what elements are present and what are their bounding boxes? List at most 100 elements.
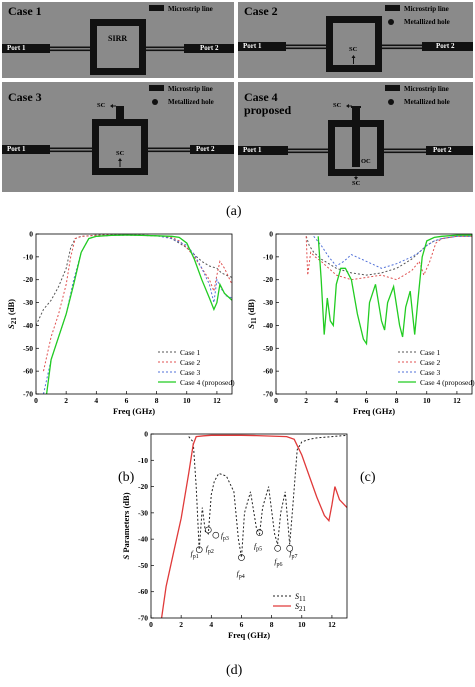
port2-label: Port 2 xyxy=(196,145,215,153)
y-tick-label: -30 xyxy=(138,508,148,517)
legend-label-1: S11 xyxy=(295,592,306,603)
legend-label-2: Case 2 xyxy=(180,358,200,367)
resonance-marker-2 xyxy=(204,526,212,534)
sc-label: SC xyxy=(349,46,358,53)
series-line-2 xyxy=(43,234,232,372)
case2-title: Case 2 xyxy=(244,4,278,18)
port1-label: Port 1 xyxy=(243,146,262,154)
legend-label-1: Case 1 xyxy=(420,348,440,357)
x-tick-label: 12 xyxy=(328,620,336,629)
y-tick-label: -30 xyxy=(263,298,273,307)
y-tick-label: -10 xyxy=(263,252,273,261)
y-tick-label: -50 xyxy=(263,344,273,353)
y-tick-label: -50 xyxy=(23,344,33,353)
legend-label-4: Case 4 (proposed) xyxy=(420,378,475,387)
resonance-label-1: fp1 xyxy=(191,549,199,560)
microstrip-legend-label: Microstrip line xyxy=(404,5,449,13)
y-axis-label-text: S21 (dB) xyxy=(6,299,18,329)
y-axis-label: S11 (dB) xyxy=(246,299,258,329)
microstrip-legend-label: Microstrip line xyxy=(404,85,449,93)
x-tick-label: 4 xyxy=(94,396,98,405)
x-tick-label: 8 xyxy=(395,396,399,405)
x-tick-label: 0 xyxy=(149,620,153,629)
sc-center-label: SC xyxy=(116,150,125,157)
resonance-label-7: fp7 xyxy=(289,549,297,560)
y-tick-label: -10 xyxy=(23,252,33,261)
port2-label: Port 2 xyxy=(436,42,455,50)
case3-geometry xyxy=(2,85,234,175)
x-tick-label: 10 xyxy=(298,620,306,629)
y-tick-label: -70 xyxy=(138,614,148,623)
resonance-marker-7 xyxy=(286,545,294,552)
x-tick-label: 6 xyxy=(240,620,244,629)
x-axis-label: Freq (GHz) xyxy=(113,406,155,416)
resonance-marker-5 xyxy=(256,529,263,536)
y-axis-label-text: S11 (dB) xyxy=(246,299,258,329)
y-tick-label: -20 xyxy=(138,482,148,491)
y-tick-label: -10 xyxy=(138,456,148,465)
legend-label-1: Case 1 xyxy=(180,348,200,357)
case1-geometry xyxy=(2,5,234,75)
legend-label-2: Case 2 xyxy=(420,358,440,367)
plot-frame xyxy=(150,433,348,619)
legend-label-3: Case 3 xyxy=(420,368,440,377)
y-axis-label: S Parameters (dB) xyxy=(121,492,131,559)
y-axis-label-text: S Parameters (dB) xyxy=(121,492,131,559)
x-tick-label: 12 xyxy=(453,396,461,405)
y-tick-label: -40 xyxy=(263,321,273,330)
case4-title: Case 4 xyxy=(244,90,278,104)
sirr-label: SIRR xyxy=(108,34,128,43)
case1-title: Case 1 xyxy=(8,4,42,18)
x-tick-label: 4 xyxy=(209,620,213,629)
series-line-1 xyxy=(188,434,347,558)
y-tick-label: -30 xyxy=(23,298,33,307)
y-tick-label: -60 xyxy=(23,367,33,376)
port1-label: Port 1 xyxy=(7,44,26,52)
y-tick-label: 0 xyxy=(269,230,273,239)
x-tick-label: 10 xyxy=(183,396,191,405)
y-tick-label: 0 xyxy=(144,430,148,439)
panel-d-caption: (d) xyxy=(226,663,243,678)
resonance-marker-6 xyxy=(274,545,281,552)
port1-label: Port 1 xyxy=(7,145,26,153)
panel-a-caption: (a) xyxy=(226,204,242,219)
port2-label: Port 2 xyxy=(200,44,219,52)
x-tick-label: 0 xyxy=(34,396,38,405)
x-tick-label: 10 xyxy=(423,396,431,405)
legend-label-2: S21 xyxy=(295,602,307,613)
series-line-3 xyxy=(43,234,232,394)
legend-label-4: Case 4 (proposed) xyxy=(180,378,235,387)
metallized-hole-legend-label: Metallized hole xyxy=(404,98,450,106)
legend-label-3: Case 3 xyxy=(180,368,200,377)
x-tick-label: 4 xyxy=(334,396,338,405)
sc-top-label: SC xyxy=(97,102,106,109)
y-tick-label: -60 xyxy=(263,367,273,376)
y-tick-label: -20 xyxy=(23,275,33,284)
y-tick-label: -50 xyxy=(138,561,148,570)
series-line-4 xyxy=(45,234,232,394)
port1-label: Port 1 xyxy=(243,42,262,50)
case2-layout-panel: Case 2 Microstrip line Metallized hole P… xyxy=(238,2,473,78)
y-tick-label: -70 xyxy=(263,390,273,399)
case2-geometry xyxy=(238,5,473,72)
y-tick-label: -70 xyxy=(23,390,33,399)
resonance-label-4: fp4 xyxy=(237,569,245,580)
port2-label: Port 2 xyxy=(433,146,452,154)
y-tick-label: -20 xyxy=(263,275,273,284)
x-tick-label: 0 xyxy=(274,396,278,405)
series-line-4 xyxy=(317,234,472,346)
resonance-marker-3 xyxy=(212,531,220,539)
y-tick-label: 0 xyxy=(29,230,33,239)
sc-top-label: SC xyxy=(333,102,342,109)
case4-geometry xyxy=(238,85,473,180)
microstrip-legend-label: Microstrip line xyxy=(168,85,213,93)
x-tick-label: 12 xyxy=(213,396,221,405)
x-axis-label: Freq (GHz) xyxy=(353,406,395,416)
oc-label: OC xyxy=(361,158,371,165)
x-tick-label: 8 xyxy=(155,396,159,405)
metallized-hole-legend-label: Metallized hole xyxy=(404,18,450,26)
case1-layout-panel: Case 1 Microstrip line Port 1 Port 2 SIR… xyxy=(2,2,234,78)
